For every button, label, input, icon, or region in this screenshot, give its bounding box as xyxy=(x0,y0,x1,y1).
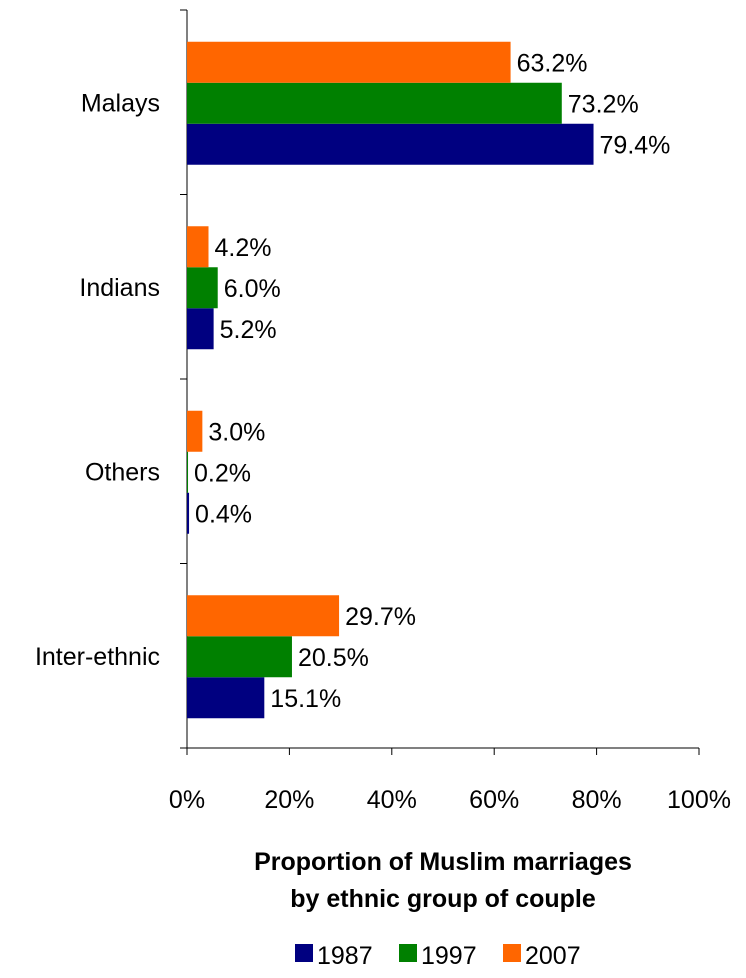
x-tick-label: 20% xyxy=(264,786,314,814)
bar-1987-others xyxy=(187,492,190,534)
data-label: 3.0% xyxy=(208,418,265,446)
bar-2007-malays xyxy=(187,41,511,83)
category-label: Indians xyxy=(79,274,160,302)
data-label: 0.2% xyxy=(194,459,251,487)
bar-2007-inter-ethnic xyxy=(187,595,340,637)
legend-label: 1987 xyxy=(317,942,373,970)
x-tick-label: 80% xyxy=(572,786,622,814)
legend-swatch-1987 xyxy=(295,944,313,962)
bar-1997-inter-ethnic xyxy=(187,636,292,678)
data-label: 29.7% xyxy=(345,603,416,631)
x-axis-title-line: Proportion of Muslim marriages xyxy=(254,848,632,876)
data-label: 5.2% xyxy=(220,316,277,344)
legend: 1987 1997 2007 xyxy=(295,942,581,970)
bars xyxy=(187,41,594,719)
legend-swatch-1997 xyxy=(399,944,417,962)
bar-1997-malays xyxy=(187,82,562,124)
data-label: 0.4% xyxy=(195,500,252,528)
bar-2007-indians xyxy=(187,226,209,268)
legend-label: 1997 xyxy=(421,942,477,970)
legend-swatch-2007 xyxy=(503,944,521,962)
category-label: Malays xyxy=(81,89,160,117)
data-label: 6.0% xyxy=(224,275,281,303)
data-label: 15.1% xyxy=(270,685,341,713)
x-tick-label: 100% xyxy=(667,786,731,814)
bar-1987-inter-ethnic xyxy=(187,677,265,719)
bar-2007-others xyxy=(187,410,203,452)
data-label: 73.2% xyxy=(568,90,639,118)
data-label: 63.2% xyxy=(517,49,588,77)
labels: 0% 20% 40% 60% 80% 100% Proportion of Muslim m… xyxy=(35,49,731,913)
category-label: Inter-ethnic xyxy=(35,643,160,671)
x-tick-label: 40% xyxy=(367,786,417,814)
data-label: 4.2% xyxy=(215,234,272,262)
x-tick-label: 0% xyxy=(169,786,205,814)
data-label: 79.4% xyxy=(600,131,671,159)
data-label: 20.5% xyxy=(298,644,369,672)
bar-1987-malays xyxy=(187,123,594,165)
x-tick-label: 60% xyxy=(469,786,519,814)
bar-1997-indians xyxy=(187,267,218,309)
x-axis-title-line: by ethnic group of couple xyxy=(290,885,596,913)
bar-1997-others xyxy=(187,451,189,493)
category-label: Others xyxy=(85,458,160,486)
bar-1987-indians xyxy=(187,308,214,350)
legend-label: 2007 xyxy=(525,942,581,970)
